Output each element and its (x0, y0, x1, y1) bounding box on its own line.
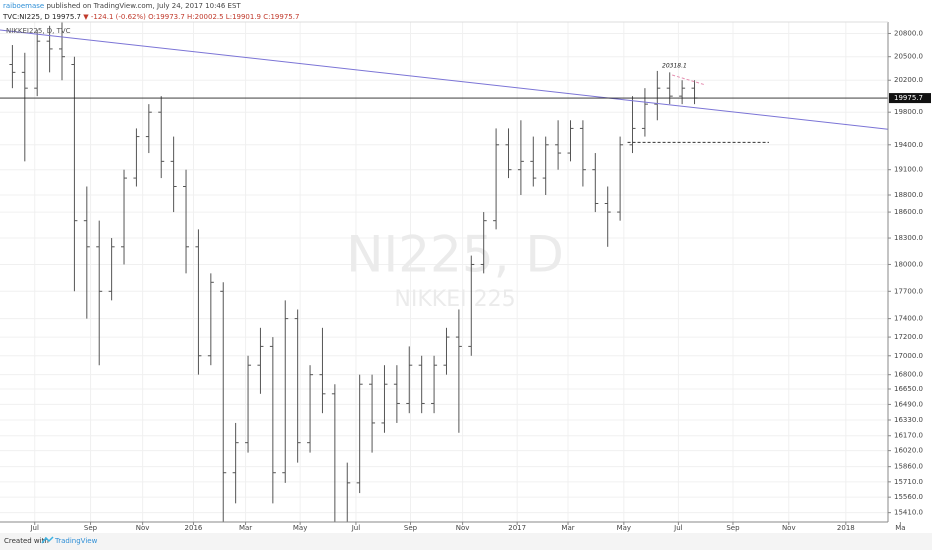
y-tick-label: 16800.0 (894, 371, 923, 379)
y-tick-label: 15710.0 (894, 478, 923, 486)
x-tick-label: Sep (404, 524, 418, 532)
watermark-symbol: NI225, D (346, 226, 564, 284)
x-tick-label: Sep (726, 524, 740, 532)
axes: 20800.0 20500.0 20200.0 19800.0 19400.0 19100… (29, 29, 931, 532)
y-tick-label: 17400.0 (894, 315, 923, 323)
y-tick-label: 18000.0 (894, 260, 923, 268)
y-tick-label: 16020.0 (894, 447, 923, 455)
y-tick-label: 19800.0 (894, 108, 923, 116)
y-tick-label: 19400.0 (894, 141, 923, 149)
header-line: raiboemase published on TradingView.com,… (3, 2, 241, 10)
footer-bar (0, 533, 932, 550)
y-tick-label: 16490.0 (894, 400, 923, 408)
x-tick-label: Mar (561, 524, 574, 532)
x-tick-label: Ma (895, 524, 905, 532)
y-tick-label: 15860.0 (894, 463, 923, 471)
y-tick-label: 18800.0 (894, 191, 923, 199)
change: ▼ -124.1 (-0.62%) (83, 13, 146, 21)
minor-line (672, 74, 706, 86)
symbol-line: TVC:NI225, D 19975.7 ▼ -124.1 (-0.62%) O… (2, 13, 299, 21)
x-tick-label: Nov (782, 524, 796, 532)
last-price-label: 19975.7 (894, 94, 923, 102)
y-tick-label: 16330.0 (894, 416, 923, 424)
x-tick-label: Jul (29, 524, 39, 532)
y-tick-label: 17200.0 (894, 333, 923, 341)
y-tick-label: 16170.0 (894, 432, 923, 440)
x-tick-label: Mar (239, 524, 252, 532)
y-tick-label: 20500.0 (894, 53, 923, 61)
x-tick-label: Jul (673, 524, 683, 532)
footer-brand[interactable]: TradingView (54, 537, 98, 545)
logo (41, 536, 54, 544)
watermark-name: NIKKEI 225 (394, 287, 515, 312)
x-tick-label: Sep (84, 524, 98, 532)
trendline (0, 29, 888, 130)
y-tick-label: 16650.0 (894, 385, 923, 393)
x-tick-label: May (617, 524, 631, 532)
x-tick-label: Jul (351, 524, 361, 532)
x-tick-label: Nov (456, 524, 470, 532)
x-tick-label: Nov (136, 524, 150, 532)
last: 19975.7 (52, 13, 81, 21)
peak-label: 20318.1 (662, 63, 687, 70)
y-tick-label: 17700.0 (894, 287, 923, 295)
y-tick-label: 20800.0 (894, 29, 923, 37)
footer-created: Created with (4, 537, 49, 545)
symbol: TVC:NI225, D (2, 13, 50, 21)
y-tick-label: 18300.0 (894, 234, 923, 242)
legend: NIKKEI225, D, TVC (6, 27, 71, 35)
x-tick-label: 2018 (837, 524, 855, 532)
published: published on TradingView.com, July 24, 2… (46, 2, 241, 10)
x-tick-label: 2016 (185, 524, 203, 532)
grid (0, 22, 888, 522)
y-tick-label: 17000.0 (894, 352, 923, 360)
y-tick-label: 15560.0 (894, 493, 923, 501)
plot (0, 22, 888, 522)
ohlc: O:19973.7 H:20002.5 L:19901.9 C:19975.7 (148, 13, 299, 21)
y-tick-label: 19100.0 (894, 166, 923, 174)
y-tick-label: 15410.0 (894, 509, 923, 517)
x-tick-label: 2017 (508, 524, 526, 532)
y-tick-label: 18600.0 (894, 208, 923, 216)
y-tick-label: 20200.0 (894, 76, 923, 84)
x-tick-label: May (293, 524, 307, 532)
author[interactable]: raiboemase (3, 2, 44, 10)
last-price-box (889, 93, 931, 104)
